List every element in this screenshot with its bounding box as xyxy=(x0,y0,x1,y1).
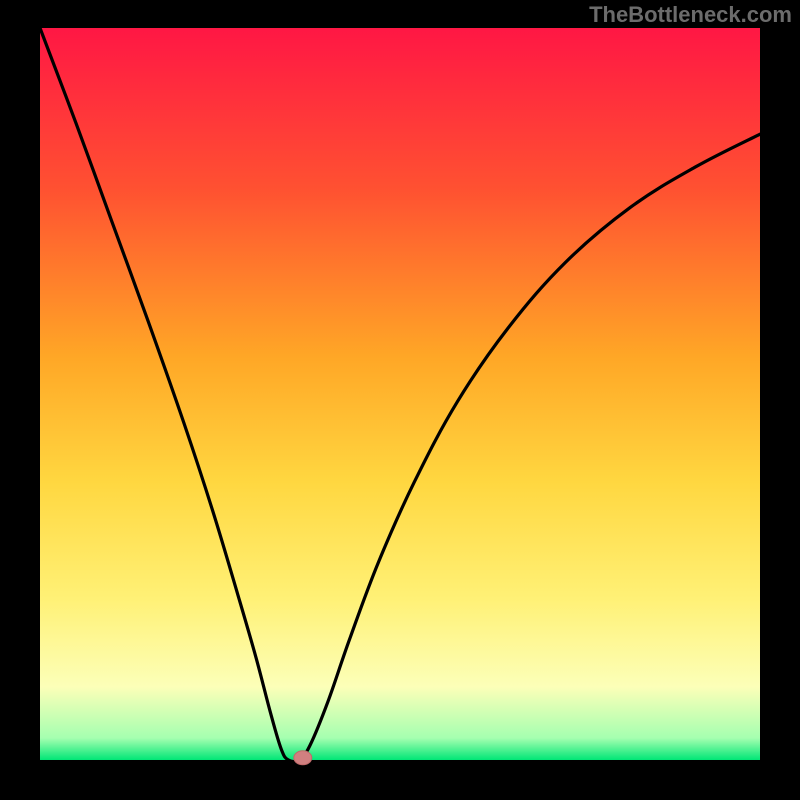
bottleneck-chart xyxy=(0,0,800,800)
plot-background xyxy=(40,28,760,760)
optimal-marker xyxy=(294,751,312,765)
chart-container: { "watermark": { "text": "TheBottleneck.… xyxy=(0,0,800,800)
